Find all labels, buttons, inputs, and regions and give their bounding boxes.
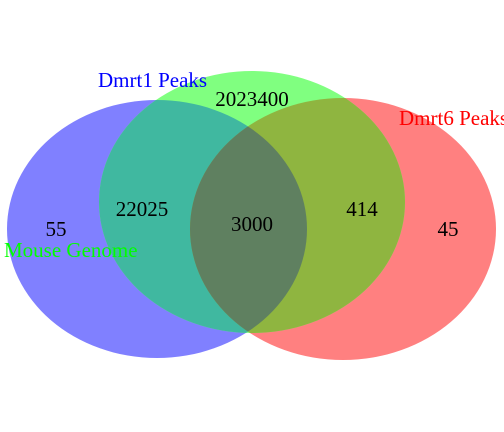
mouse-genome-label: Mouse Genome — [4, 238, 138, 262]
dmrt1-only-count: 55 — [46, 217, 67, 241]
genome-dmrt6-count: 414 — [346, 197, 378, 221]
dmrt6-peaks-label: Dmrt6 Peaks — [399, 106, 504, 130]
dmrt6-only-count: 45 — [438, 217, 459, 241]
all-three-count: 3000 — [231, 212, 273, 236]
dmrt1-peaks-label: Dmrt1 Peaks — [98, 68, 207, 92]
genome-only-count: 2023400 — [215, 87, 289, 111]
all-three-overlap — [190, 100, 307, 333]
dmrt1-genome-count: 22025 — [116, 197, 169, 221]
